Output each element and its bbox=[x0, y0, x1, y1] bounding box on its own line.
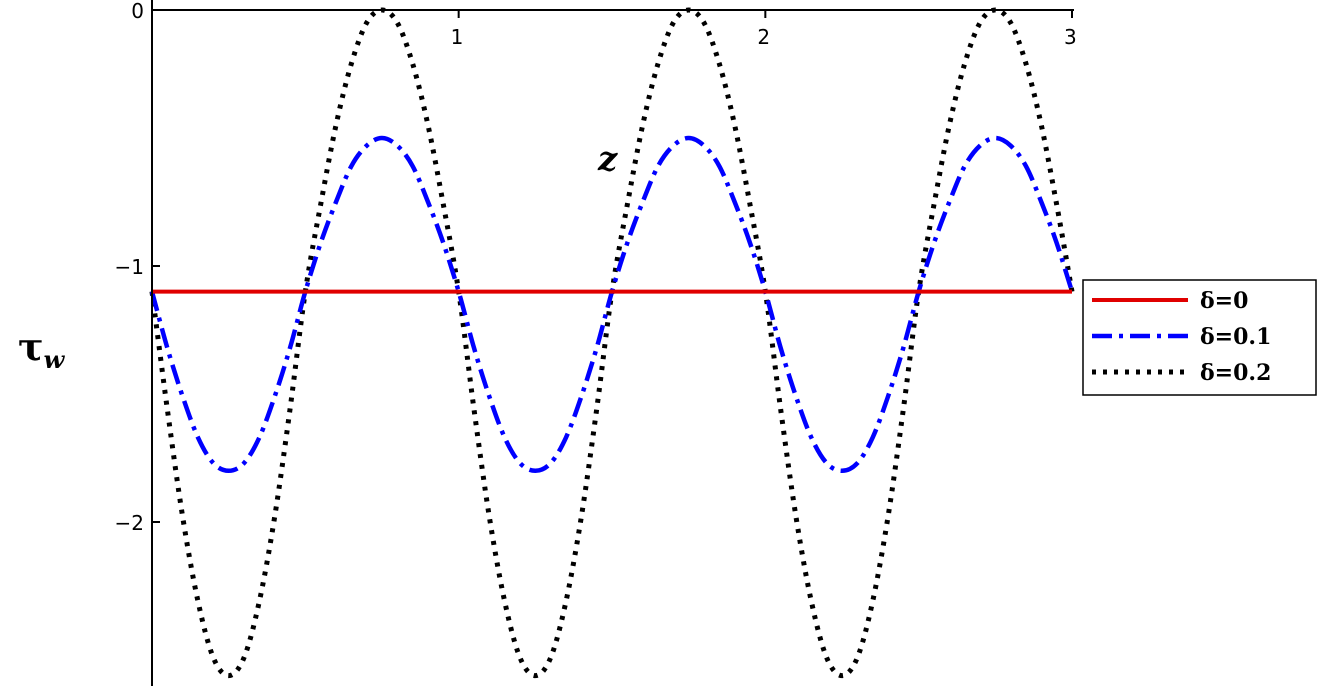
ticks: 1 2 3 0 −1 −2 bbox=[115, 0, 1077, 535]
x-axis-label: z bbox=[597, 139, 618, 179]
x-tick-label: 2 bbox=[757, 25, 770, 49]
series-line-2 bbox=[149, 7, 1075, 679]
curves bbox=[149, 7, 1075, 679]
x-tick-label: 1 bbox=[451, 25, 464, 49]
legend: δ=0 δ=0.1 δ=0.2 bbox=[1082, 279, 1317, 396]
y-tick-label: −2 bbox=[115, 511, 144, 535]
y-axis-label: τw bbox=[18, 324, 66, 374]
legend-label-1: δ=0.1 bbox=[1200, 324, 1271, 350]
y-axis-label-sub: w bbox=[44, 345, 66, 374]
legend-label-0: δ=0 bbox=[1200, 288, 1248, 314]
legend-label-2: δ=0.2 bbox=[1200, 360, 1271, 386]
y-tick-label: −1 bbox=[115, 255, 144, 279]
y-axis-label-main: τ bbox=[18, 324, 44, 369]
x-tick-label: 3 bbox=[1064, 25, 1077, 49]
y-tick-label: 0 bbox=[131, 0, 144, 23]
